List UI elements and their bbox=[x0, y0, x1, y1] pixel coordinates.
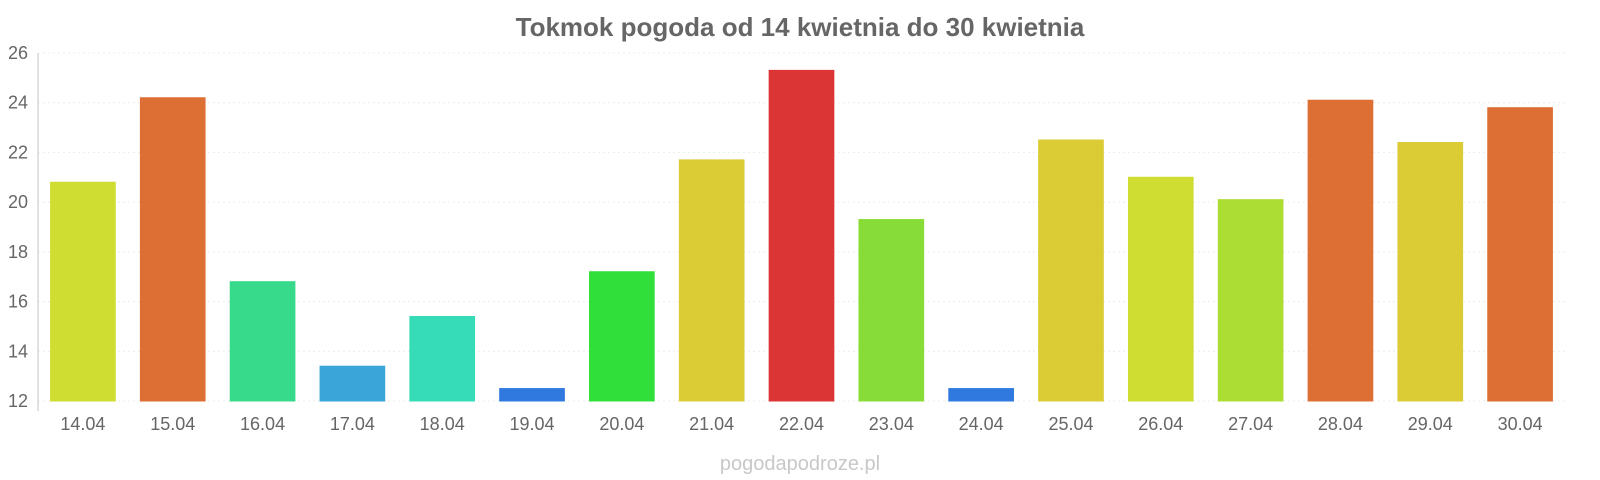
bar-29.04 bbox=[1397, 141, 1464, 402]
x-tick-label: 16.04 bbox=[240, 414, 285, 434]
y-axis-ticks: 12 14 16 18 20 22 24 26 bbox=[8, 43, 28, 411]
bar-14.04 bbox=[50, 181, 116, 402]
bar-17.04 bbox=[319, 365, 386, 402]
y-tick-label: 20 bbox=[8, 192, 28, 212]
x-tick-label: 30.04 bbox=[1498, 414, 1543, 434]
x-tick-label: 19.04 bbox=[510, 414, 555, 434]
bar-28.04 bbox=[1307, 99, 1374, 402]
y-tick-label: 24 bbox=[8, 93, 28, 113]
x-tick-label: 20.04 bbox=[599, 414, 644, 434]
x-tick-label: 24.04 bbox=[959, 414, 1004, 434]
x-axis-ticks: 14.04 15.04 16.04 17.04 18.04 19.04 20.04 21.04… bbox=[60, 414, 1542, 434]
y-tick-label: 16 bbox=[8, 292, 28, 312]
y-tick-label: 14 bbox=[8, 341, 28, 361]
bar-27.04 bbox=[1217, 199, 1284, 402]
x-tick-label: 29.04 bbox=[1408, 414, 1453, 434]
chart-title: Tokmok pogoda od 14 kwietnia do 30 kwiet… bbox=[516, 12, 1085, 42]
x-tick-label: 26.04 bbox=[1138, 414, 1183, 434]
x-tick-label: 28.04 bbox=[1318, 414, 1363, 434]
x-tick-label: 23.04 bbox=[869, 414, 914, 434]
bar-22.04 bbox=[768, 69, 835, 402]
bar-16.04 bbox=[229, 281, 296, 402]
y-tick-label: 12 bbox=[8, 391, 28, 411]
x-tick-label: 21.04 bbox=[689, 414, 734, 434]
y-tick-label: 26 bbox=[8, 43, 28, 63]
bar-21.04 bbox=[678, 159, 745, 402]
x-tick-label: 17.04 bbox=[330, 414, 375, 434]
bar-series bbox=[50, 69, 1553, 402]
x-tick-label: 22.04 bbox=[779, 414, 824, 434]
x-tick-label: 25.04 bbox=[1048, 414, 1093, 434]
bar-23.04 bbox=[858, 219, 925, 402]
bar-15.04 bbox=[139, 97, 206, 402]
y-tick-label: 22 bbox=[8, 142, 28, 162]
x-tick-label: 18.04 bbox=[420, 414, 465, 434]
x-tick-label: 27.04 bbox=[1228, 414, 1273, 434]
bar-20.04 bbox=[589, 271, 655, 402]
bar-25.04 bbox=[1038, 139, 1104, 402]
y-tick-label: 18 bbox=[8, 242, 28, 262]
watermark-text: pogodapodroze.pl bbox=[720, 453, 880, 475]
bar-18.04 bbox=[409, 315, 476, 402]
x-tick-label: 14.04 bbox=[60, 414, 105, 434]
bar-26.04 bbox=[1127, 176, 1194, 402]
bar-30.04 bbox=[1487, 107, 1553, 402]
x-tick-label: 15.04 bbox=[150, 414, 195, 434]
bar-19.04 bbox=[499, 388, 565, 402]
bar-24.04 bbox=[948, 388, 1014, 402]
